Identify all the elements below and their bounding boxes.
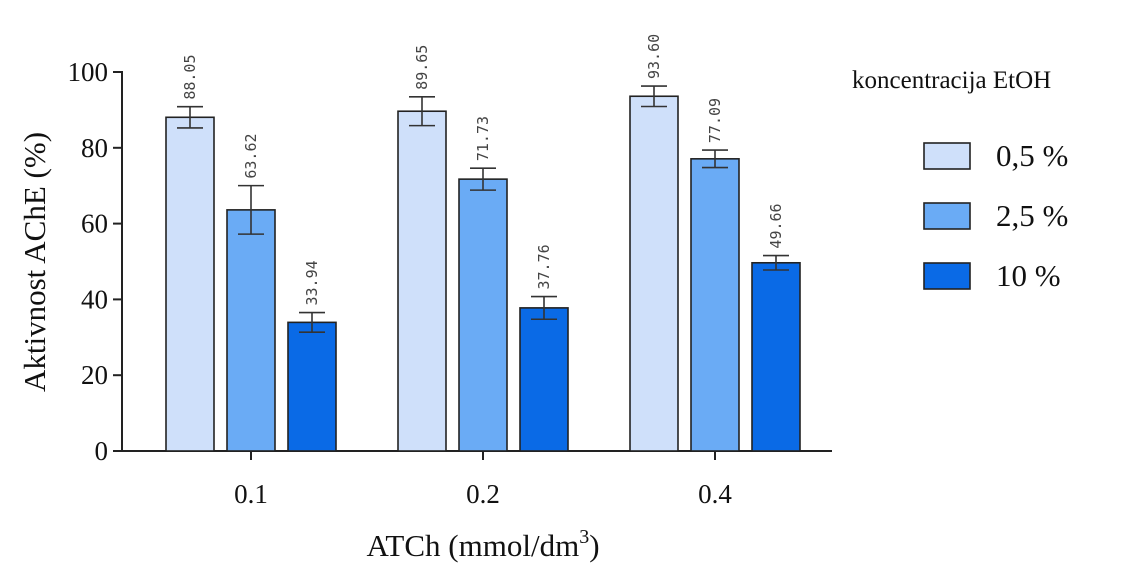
x-axis-title: ATCh (mmol/dm3)	[366, 526, 599, 563]
legend-label: 10 %	[996, 258, 1061, 293]
data-label: 71.73	[474, 116, 492, 161]
legend-title: koncentracija EtOH	[852, 67, 1051, 94]
x-tick-label: 0.1	[234, 479, 268, 509]
data-label: 77.09	[706, 98, 724, 143]
legend-swatch	[923, 142, 971, 170]
legend-swatch	[923, 262, 971, 290]
y-tick-label: 80	[81, 133, 108, 163]
data-label: 88.05	[181, 55, 199, 100]
bar	[690, 158, 740, 452]
data-labels: 88.05 89.65 93.60 63.62 71.73 77.09 33.94 37.76…	[181, 34, 785, 306]
data-label: 33.94	[303, 260, 321, 305]
bar	[287, 321, 337, 452]
x-axis-title-suffix: )	[589, 528, 599, 563]
legend-label: 0,5 %	[996, 138, 1068, 173]
legend-label: 2,5 %	[996, 198, 1068, 233]
data-label: 89.65	[413, 45, 431, 90]
bar	[519, 307, 569, 452]
x-tick-label: 0.2	[466, 479, 500, 509]
x-tick-label: 0.4	[698, 479, 732, 509]
bars	[165, 85, 801, 452]
y-tick-label: 100	[68, 57, 109, 87]
x-axis-title-main: ATCh (mmol/dm	[366, 528, 579, 563]
data-label: 93.60	[645, 34, 663, 79]
bar	[226, 209, 276, 452]
y-tick-label: 40	[81, 284, 108, 314]
y-tick-label: 60	[81, 209, 108, 239]
bar	[397, 110, 447, 452]
data-label: 63.62	[242, 133, 260, 178]
y-axis-title: Aktivnost AChE (%)	[17, 132, 52, 392]
bar	[165, 116, 215, 452]
data-label: 49.66	[767, 203, 785, 248]
legend-swatch	[923, 202, 971, 230]
bar	[751, 261, 801, 452]
data-label: 37.76	[535, 244, 553, 289]
legend: 0,5 % 2,5 % 10 %	[923, 138, 1068, 293]
y-tick-label: 20	[81, 360, 108, 390]
bar	[458, 178, 508, 452]
bar	[629, 95, 679, 452]
x-axis-title-superscript: 3	[579, 526, 589, 548]
y-axis: 0 20 40 60 80 100	[68, 57, 123, 466]
x-axis: 0.1 0.2 0.4	[122, 450, 832, 509]
y-tick-label: 0	[95, 436, 109, 466]
